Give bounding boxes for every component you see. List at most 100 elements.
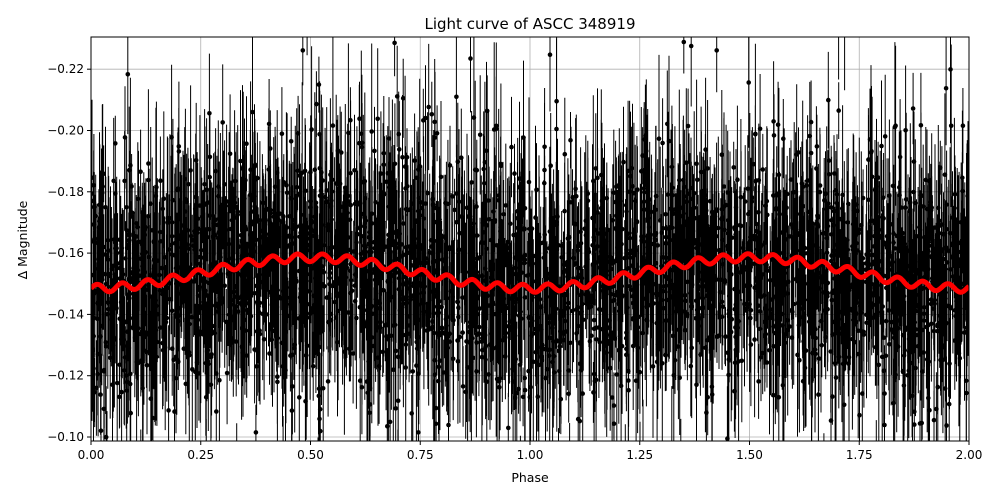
data-point	[843, 310, 848, 315]
y-tick-label: −0.14	[47, 307, 84, 321]
data-point	[365, 390, 371, 396]
data-point	[414, 175, 420, 181]
data-point	[531, 331, 536, 336]
data-point	[262, 253, 268, 258]
data-point	[611, 421, 617, 427]
data-point	[421, 118, 426, 123]
data-point	[290, 241, 296, 246]
data-point	[242, 196, 247, 201]
data-point	[944, 423, 949, 428]
data-point	[927, 216, 932, 222]
data-point	[451, 317, 456, 323]
data-point	[757, 326, 763, 332]
data-point	[574, 331, 579, 336]
data-point	[437, 299, 442, 304]
data-point	[329, 189, 335, 194]
data-point	[181, 229, 187, 234]
data-point	[238, 158, 243, 164]
data-point	[496, 198, 502, 203]
data-point	[167, 281, 172, 286]
data-point	[726, 227, 732, 232]
data-point	[207, 111, 212, 116]
data-point	[559, 255, 564, 260]
data-point	[111, 237, 117, 242]
data-point	[348, 170, 353, 176]
data-point	[784, 205, 789, 210]
data-point	[313, 238, 319, 244]
data-point	[297, 295, 303, 300]
data-point	[406, 314, 412, 319]
data-point	[157, 325, 163, 330]
data-point	[522, 387, 528, 393]
data-point	[948, 123, 954, 129]
data-point	[914, 234, 919, 239]
data-point	[217, 377, 222, 383]
data-point	[630, 184, 635, 189]
data-point	[483, 357, 488, 362]
data-point	[190, 238, 195, 243]
data-point	[253, 430, 259, 435]
data-point	[726, 357, 732, 362]
data-point	[900, 332, 906, 338]
data-point	[369, 129, 375, 134]
data-point	[161, 330, 166, 336]
data-point	[224, 319, 229, 325]
data-point	[539, 357, 545, 363]
data-point	[867, 137, 873, 142]
data-point	[616, 347, 622, 353]
data-point	[511, 232, 516, 238]
data-point	[328, 265, 334, 271]
data-point	[401, 332, 406, 338]
data-point	[955, 325, 961, 331]
data-point	[591, 251, 597, 257]
data-point	[303, 294, 308, 300]
data-point	[170, 346, 175, 352]
data-point	[434, 293, 440, 298]
data-point	[764, 198, 770, 204]
data-point	[731, 165, 736, 170]
data-point	[399, 305, 405, 310]
data-point	[444, 295, 450, 301]
data-point	[380, 190, 386, 195]
data-point	[447, 163, 453, 168]
data-point	[432, 372, 438, 378]
data-point	[348, 117, 353, 123]
data-point	[943, 244, 949, 250]
data-point	[771, 392, 776, 398]
data-point	[408, 207, 413, 212]
data-point	[361, 273, 366, 279]
data-point	[928, 297, 934, 303]
data-point	[388, 230, 393, 236]
data-point	[960, 188, 965, 194]
data-point	[472, 264, 478, 269]
data-point	[771, 344, 776, 349]
data-point	[955, 261, 961, 267]
data-point	[154, 339, 160, 345]
data-point	[118, 259, 124, 264]
data-point	[931, 306, 937, 312]
data-point	[811, 317, 816, 323]
data-point	[941, 231, 946, 237]
data-point	[518, 309, 523, 315]
data-point	[772, 235, 778, 241]
data-point	[433, 268, 439, 273]
data-point	[962, 330, 967, 335]
data-point	[871, 293, 877, 298]
data-point	[919, 286, 924, 292]
data-point	[530, 295, 535, 300]
data-point	[220, 120, 225, 125]
data-point	[409, 263, 414, 268]
data-point	[379, 275, 384, 280]
data-point	[895, 310, 901, 316]
data-point	[746, 80, 751, 85]
data-point	[542, 144, 547, 150]
data-point	[146, 214, 151, 219]
data-point	[797, 357, 802, 363]
data-point	[317, 344, 322, 350]
data-point	[95, 316, 100, 322]
data-point	[897, 318, 902, 323]
data-point	[639, 234, 644, 239]
data-point	[808, 331, 814, 336]
data-point	[808, 207, 813, 213]
data-point	[650, 364, 656, 369]
